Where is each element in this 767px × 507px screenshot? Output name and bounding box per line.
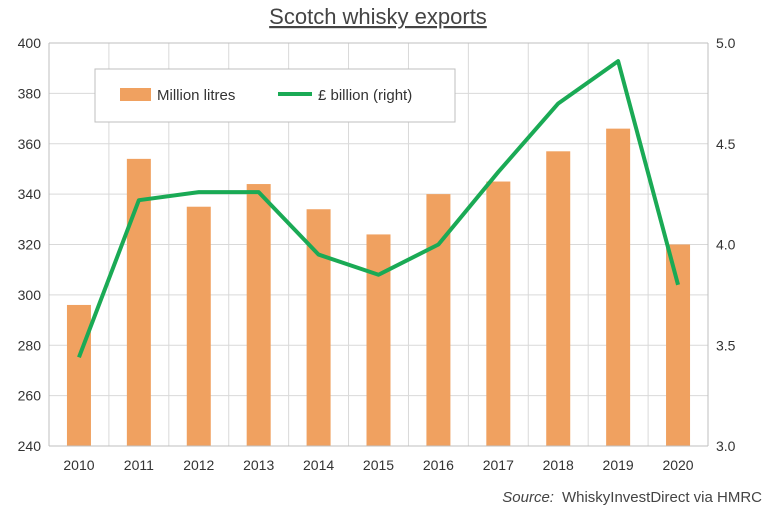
left-tick-label: 240 (18, 438, 42, 454)
bar-2013 (246, 184, 271, 447)
bar-2017 (486, 181, 511, 446)
legend-bar-swatch (120, 88, 151, 101)
bar-2019 (606, 128, 631, 446)
right-tick-label: 3.5 (716, 337, 736, 353)
x-tick-label: 2020 (662, 457, 693, 473)
bar-2018 (546, 151, 571, 446)
x-tick-label: 2011 (124, 457, 154, 473)
x-tick-label: 2016 (423, 457, 454, 473)
x-tick-label: 2018 (543, 457, 574, 473)
axes (48, 42, 709, 447)
left-tick-label: 400 (18, 35, 42, 51)
left-axis-ticks: 240 260 280 300 320 340 360 380 400 (18, 35, 42, 454)
bar-2015 (366, 234, 391, 446)
source-note: Source: WhiskyInvestDirect via HMRC (502, 489, 762, 506)
right-tick-label: 5.0 (716, 35, 736, 51)
legend-box (94, 68, 456, 123)
legend: Million litres £ billion (right) (94, 68, 456, 123)
bar-2010 (66, 304, 91, 446)
x-tick-label: 2019 (603, 457, 634, 473)
right-tick-label: 4.5 (716, 136, 736, 152)
left-tick-label: 320 (18, 237, 42, 253)
left-tick-label: 300 (18, 287, 42, 303)
line-series (77, 59, 680, 359)
chart-title: Scotch whisky exports (269, 4, 487, 29)
left-tick-label: 260 (18, 388, 42, 404)
right-tick-label: 3.0 (716, 438, 736, 454)
source-text: WhiskyInvestDirect via HMRC (562, 489, 762, 506)
left-tick-label: 340 (18, 186, 42, 202)
left-tick-label: 380 (18, 85, 42, 101)
legend-label-pounds: £ billion (right) (318, 87, 412, 104)
left-tick-label: 360 (18, 136, 42, 152)
x-tick-label: 2010 (63, 457, 94, 473)
bar-2012 (186, 206, 211, 446)
bar-2011 (126, 158, 151, 447)
right-axis-ticks: 3.0 3.5 4.0 4.5 5.0 (716, 35, 736, 454)
x-tick-label: 2013 (243, 457, 274, 473)
x-tick-label: 2017 (483, 457, 514, 473)
x-tick-label: 2014 (303, 457, 334, 473)
legend-label-litres: Million litres (157, 87, 235, 104)
source-label: Source: (502, 489, 554, 506)
x-tick-label: 2012 (183, 457, 214, 473)
right-tick-label: 4.0 (716, 237, 736, 253)
bar-2020 (666, 244, 691, 446)
x-tick-label: 2015 (363, 457, 394, 473)
x-axis-ticks: 2010 2011 2012 2013 2014 2015 2016 2017 2018 2019… (63, 457, 693, 473)
left-tick-label: 280 (18, 337, 42, 353)
bar-series (66, 128, 691, 447)
